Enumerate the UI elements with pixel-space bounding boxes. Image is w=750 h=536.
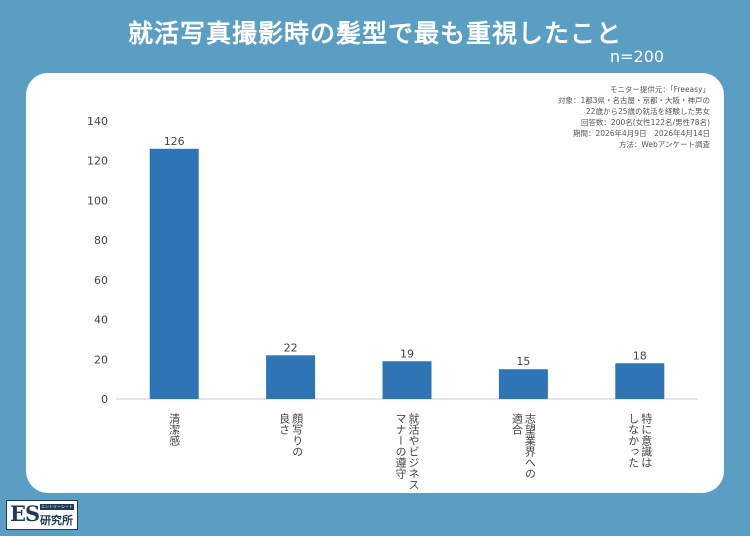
source-line: 22歳から25歳の就活を経験した男女 xyxy=(585,107,710,116)
source-line: 対象：1都3県・名古屋・京都・大阪・神戸の xyxy=(557,96,710,105)
data-label: 22 xyxy=(284,341,298,354)
y-tick-label: 120 xyxy=(87,155,108,168)
bar xyxy=(266,355,316,399)
y-tick-label: 20 xyxy=(94,353,108,366)
category-label: 顔写りの xyxy=(291,412,304,457)
data-label: 19 xyxy=(400,347,414,360)
y-tick-label: 80 xyxy=(94,234,108,247)
category-label: しなかった xyxy=(627,413,640,468)
source-note: モニター提供元：「Freeasy」 対象：1都3県・名古屋・京都・大阪・神戸の … xyxy=(558,84,710,150)
y-tick-label: 0 xyxy=(101,393,108,406)
bar xyxy=(382,361,432,399)
category-label: 特に意識は xyxy=(640,412,653,468)
source-line: 期間：2026年4月9日 2026年4月14日 xyxy=(572,129,710,138)
category-label: 志望業界への xyxy=(523,413,536,479)
category-label: 清潔感 xyxy=(168,413,181,446)
sample-size-label: n=200 xyxy=(610,47,665,66)
source-line: 方法：Webアンケート調査 xyxy=(618,140,710,149)
category-label: 就活やビジネス xyxy=(407,412,420,490)
chart-title: 就活写真撮影時の髪型で最も重視したこと xyxy=(127,19,622,48)
es-lab-logo: ES エントリーシート 研究所 xyxy=(6,500,78,530)
logo-sub-text: エントリーシート xyxy=(40,504,74,510)
logo-es-text: ES xyxy=(10,501,40,526)
bar xyxy=(498,369,548,399)
source-line: 回答数：200名(女性122名/男性78名) xyxy=(580,118,710,127)
category-label: マナーの遵守 xyxy=(394,413,407,479)
y-tick-label: 100 xyxy=(87,194,108,207)
category-label: 適合 xyxy=(510,412,523,435)
bar xyxy=(615,363,665,399)
y-tick-label: 140 xyxy=(87,115,108,128)
logo-kanji-text: 研究所 xyxy=(40,514,73,527)
y-tick-label: 60 xyxy=(94,274,108,287)
category-label: 良さ xyxy=(278,412,291,435)
data-label: 18 xyxy=(633,349,647,362)
data-label: 126 xyxy=(164,135,185,148)
bar xyxy=(149,148,199,399)
data-label: 15 xyxy=(516,355,530,368)
chart-card: 0 20 40 60 80 100 120 140 126 清潔感 22 顔写りの 良さ 19 就活やビジネ… xyxy=(26,73,724,493)
y-tick-label: 40 xyxy=(94,314,108,327)
source-line: モニター提供元：「Freeasy」 xyxy=(609,85,710,94)
